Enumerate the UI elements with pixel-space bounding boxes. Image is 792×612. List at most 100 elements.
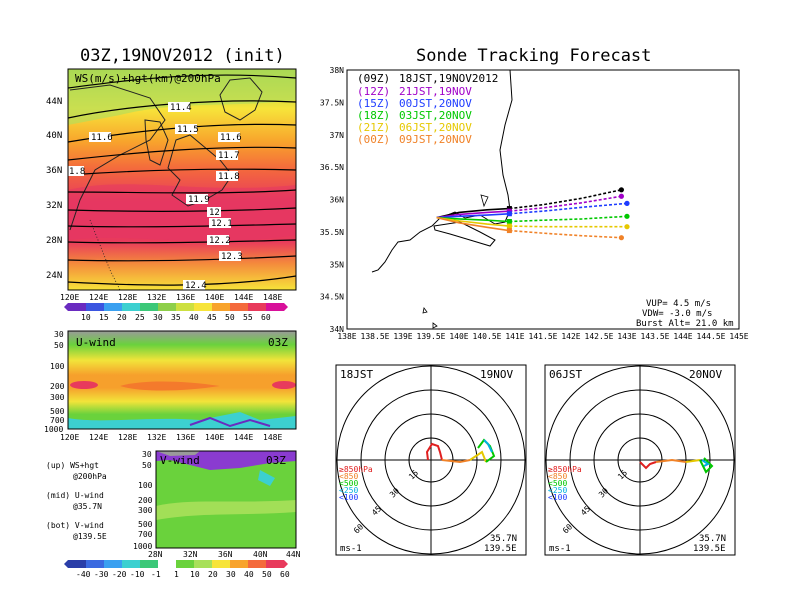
contour-label: 11.7 xyxy=(218,151,240,161)
colorbar-label: 40 xyxy=(244,570,254,579)
lon-tick: 124E xyxy=(89,293,108,302)
colorbar-label: 60 xyxy=(261,313,271,322)
lon-tick: 128E xyxy=(118,293,137,302)
map-lon-ticks: 120E 124E 128E 132E 136E 140E 144E 148E xyxy=(60,293,282,302)
level-label: <250 xyxy=(339,486,358,495)
trajectory-ascent xyxy=(436,216,510,232)
lon-tick: 145E xyxy=(729,332,748,341)
vwind-p-ticks: 30 50 100 200 300 500 700 1000 xyxy=(133,450,153,551)
colorbar-label: 50 xyxy=(262,570,272,579)
lat-tick: 38N xyxy=(330,66,345,75)
p-tick: 200 xyxy=(50,382,65,391)
uwind-label: U-wind xyxy=(76,336,116,349)
hodo-time: 06JST xyxy=(549,368,582,381)
level-label: ≥850hPa xyxy=(339,465,373,474)
level-label: <850 xyxy=(548,472,567,481)
p-tick: 30 xyxy=(54,330,64,339)
hodo-lat: 35.7N xyxy=(490,534,517,544)
colorbar-label: 30 xyxy=(153,313,163,322)
trajectory-ascent xyxy=(436,212,510,219)
contour-label: 12.2 xyxy=(209,236,231,246)
wind-colorbar: -40 -30 -20 -10 -1 1 10 20 30 40 50 60 xyxy=(64,560,290,579)
landing-point xyxy=(618,187,625,193)
contour-label: 12 xyxy=(209,208,220,218)
lon-tick: 144E xyxy=(234,433,253,442)
colorbar-label: 25 xyxy=(135,313,145,322)
tracking-lon-ticks: 138E 138.5E 139E 139.5E 140E 140.5E 141E 141.5E… xyxy=(337,332,748,341)
contour-label: 11.6 xyxy=(91,133,113,143)
run-utc: (18Z) xyxy=(357,109,390,122)
colorbar-label: 10 xyxy=(81,313,91,322)
contour-label: 11.6 xyxy=(220,133,242,143)
lon-tick: 142E xyxy=(561,332,580,341)
colorbar-label: -40 xyxy=(76,570,91,579)
contour-label: 12.3 xyxy=(221,252,243,262)
trajectory-ascent xyxy=(436,210,510,219)
lat-tick: 36.5N xyxy=(320,163,344,172)
lon-tick: 138.5E xyxy=(361,332,390,341)
lon-tick: 142.5E xyxy=(585,332,614,341)
run-utc: (12Z) xyxy=(357,85,390,98)
lat-tick: 24N xyxy=(46,271,62,281)
level-label: <250 xyxy=(548,486,567,495)
colorbar-label: 55 xyxy=(243,313,253,322)
burst-marker xyxy=(506,228,512,234)
lon-tick: 144.5E xyxy=(697,332,726,341)
trajectories xyxy=(436,187,630,241)
colorbar-label: 30 xyxy=(226,570,236,579)
lon-tick: 140E xyxy=(205,433,224,442)
hodo-time: 18JST xyxy=(340,368,373,381)
vup-text: VUP= 4.5 m/s xyxy=(646,299,711,309)
hodo-unit: ms-1 xyxy=(549,544,571,554)
lon-tick: 139.5E xyxy=(417,332,446,341)
colorbar-label: 45 xyxy=(207,313,217,322)
lon-tick: 120E xyxy=(60,293,79,302)
map-label: WS(m/s)+hgt(km)@200hPa xyxy=(75,72,221,85)
colorbar-label: -10 xyxy=(130,570,145,579)
hodo-lon: 139.5E xyxy=(484,544,517,554)
contour-label: 11.5 xyxy=(177,125,199,135)
map-lat-ticks: 44N 40N 36N 32N 28N 24N xyxy=(46,97,62,281)
colorbar-label: 50 xyxy=(225,313,235,322)
uwind-p-ticks: 30 50 100 200 300 500 700 1000 xyxy=(44,330,65,434)
hodo-unit: ms-1 xyxy=(340,544,362,554)
lon-tick: 120E xyxy=(60,433,79,442)
run-jst: 21JST,19NOV xyxy=(399,85,472,98)
lon-tick: 148E xyxy=(263,433,282,442)
level-label: <850 xyxy=(339,472,358,481)
run-utc: (21Z) xyxy=(357,121,390,134)
p-tick: 200 xyxy=(138,496,153,505)
trajectory-descent xyxy=(509,229,622,239)
level-label: <100 xyxy=(548,493,567,502)
lat-tick: 32N xyxy=(183,550,198,559)
tracking-lat-ticks: 38N 37.5N 37N 36.5N 36N 35.5N 35N 34.5N 34N xyxy=(320,66,344,334)
lon-tick: 124E xyxy=(89,433,108,442)
uwind-time: 03Z xyxy=(268,336,288,349)
hodograph-06jst: 06JST 20NOV 15 30 45 60 ≥850hPa <850 <50… xyxy=(544,364,736,556)
p-tick: 30 xyxy=(142,450,152,459)
contour-label: 11.9 xyxy=(188,195,210,205)
p-tick: 500 xyxy=(138,520,153,529)
burst-marker xyxy=(506,208,512,214)
lon-tick: 136E xyxy=(176,433,195,442)
lon-tick: 143.5E xyxy=(641,332,670,341)
run-jst: 00JST,20NOV xyxy=(399,97,472,110)
level-label: <500 xyxy=(339,479,358,488)
p-tick: 100 xyxy=(138,481,153,490)
lat-tick: 40N xyxy=(253,550,268,559)
burst-text: Burst Alt= 21.0 km xyxy=(636,319,734,329)
vwind-time: 03Z xyxy=(266,454,286,467)
lon-tick: 139E xyxy=(393,332,412,341)
lat-tick: 36N xyxy=(218,550,233,559)
vwind-lat-ticks: 28N 32N 36N 40N 44N xyxy=(148,550,301,559)
contour-labels: 11.4 11.5 11.6 11.6 11.7 11.8 11.9 12 12… xyxy=(68,102,243,291)
lon-tick: 141.5E xyxy=(529,332,558,341)
legend-line: @200hPa xyxy=(73,472,107,481)
legend-line: (up) WS+hgt xyxy=(46,461,99,470)
hodograph-18jst: 18JST 19NOV 15 30 45 60 ≥850hPa <850 <50… xyxy=(335,364,527,556)
lon-tick: 144E xyxy=(234,293,253,302)
uwind-panel: U-wind 03Z xyxy=(67,330,297,430)
hodo-date: 20NOV xyxy=(689,368,722,381)
trajectory-ascent xyxy=(436,216,510,227)
